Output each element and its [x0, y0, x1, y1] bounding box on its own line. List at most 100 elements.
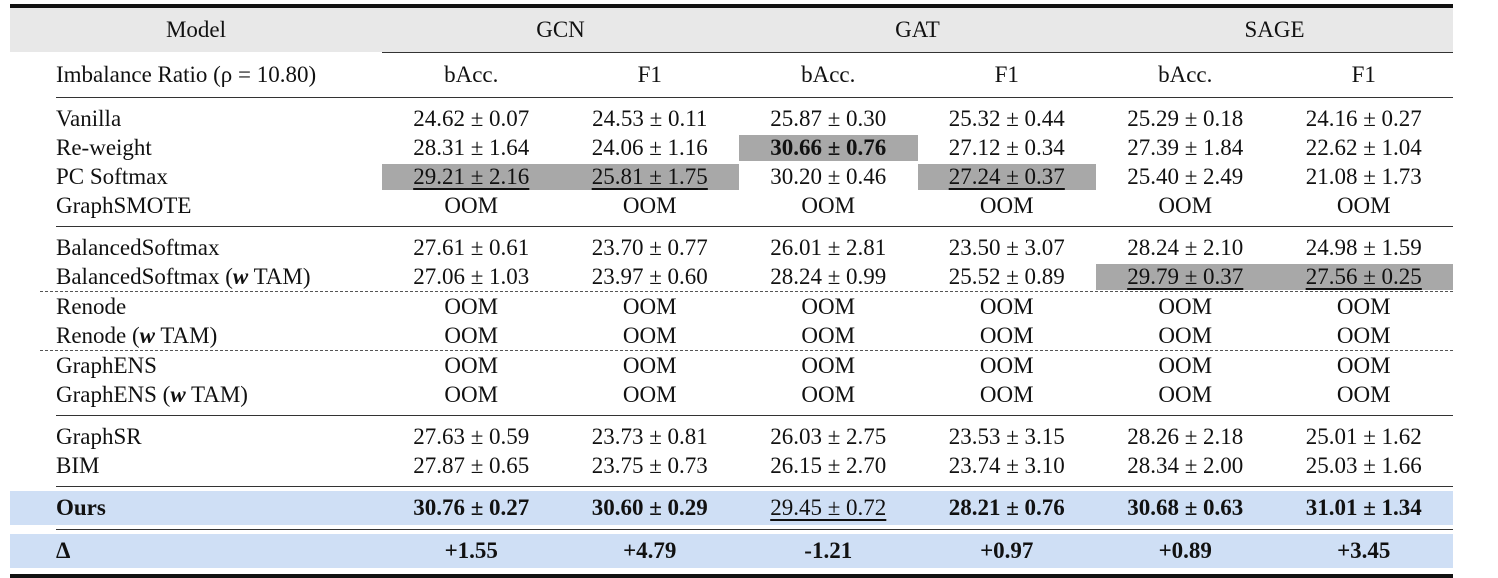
metric-header: bAcc.: [801, 62, 856, 87]
model-header: Model: [165, 17, 227, 42]
method-name: Vanilla: [56, 105, 122, 131]
metric-header: bAcc.: [444, 62, 499, 87]
table-row: GraphENS OOM OOM OOM OOM OOM OOM: [10, 351, 1453, 380]
value-cell: OOM: [801, 322, 856, 348]
value-cell: OOM: [979, 192, 1034, 218]
second-best-value-cell: 29.21 ± 2.16: [382, 163, 561, 190]
value-cell: OOM: [979, 322, 1034, 348]
metric-header: F1: [994, 62, 1019, 87]
delta-cell: +1.55: [444, 538, 498, 563]
dashed-rule: [40, 291, 1453, 292]
value-cell: 26.03 ± 2.75: [770, 423, 887, 449]
value-cell: 23.50 ± 3.07: [948, 234, 1065, 260]
ours-row: Ours 30.76 ± 0.27 30.60 ± 0.29 29.45 ± 0…: [10, 491, 1453, 525]
value-cell: OOM: [622, 293, 677, 319]
value-cell: 23.70 ± 0.77: [591, 234, 708, 260]
second-best-value-cell: 29.45 ± 0.72: [770, 495, 887, 520]
table-row: Vanilla 24.62 ± 0.07 24.53 ± 0.11 25.87 …: [10, 104, 1453, 133]
value-cell: OOM: [801, 293, 856, 319]
value-cell: OOM: [801, 352, 856, 378]
group-underlines: [10, 52, 1453, 53]
value-cell: OOM: [444, 381, 499, 407]
second-best-value-cell: 25.81 ± 1.75: [560, 163, 739, 190]
value-cell: 30.20 ± 0.46: [770, 163, 887, 189]
value-cell: 30.68 ± 0.63: [1127, 495, 1244, 520]
value-cell: OOM: [1336, 192, 1391, 218]
value-cell: 30.76 ± 0.27: [413, 495, 530, 520]
value-cell: 24.98 ± 1.59: [1305, 234, 1422, 260]
table-row: BalancedSoftmax 27.61 ± 0.61 23.70 ± 0.7…: [10, 233, 1453, 262]
value-cell: 21.08 ± 1.73: [1305, 163, 1422, 189]
table-row: Re-weight 28.31 ± 1.64 24.06 ± 1.16 30.6…: [10, 133, 1453, 162]
value-cell: 25.29 ± 0.18: [1127, 105, 1244, 131]
rule: [56, 415, 1453, 416]
method-name: Renode (w TAM): [56, 322, 218, 348]
results-table: Model GCN GAT SAGE Imbalance Ratio (ρ = …: [10, 4, 1453, 578]
dashed-rule: [40, 350, 1453, 351]
value-cell: OOM: [622, 192, 677, 218]
method-name: GraphSR: [56, 423, 142, 449]
delta-cell: +0.97: [980, 538, 1034, 563]
rule: [56, 97, 1453, 98]
value-cell: 25.40 ± 2.49: [1127, 163, 1244, 189]
best-value-cell: 30.66 ± 0.76: [739, 134, 918, 161]
value-cell: 28.26 ± 2.18: [1127, 423, 1244, 449]
rule: [56, 226, 1453, 227]
value-cell: 27.12 ± 0.34: [948, 134, 1065, 160]
value-cell: 25.52 ± 0.89: [948, 263, 1065, 289]
value-cell: 28.24 ± 0.99: [770, 263, 887, 289]
value-cell: 27.06 ± 1.03: [413, 263, 530, 289]
value-cell: 24.16 ± 0.27: [1305, 105, 1422, 131]
rule: [56, 486, 1453, 487]
rule: [56, 529, 1453, 530]
value-cell: OOM: [979, 293, 1034, 319]
value-cell: 24.06 ± 1.16: [591, 134, 708, 160]
value-cell: 28.21 ± 0.76: [948, 495, 1065, 520]
value-cell: OOM: [1158, 322, 1213, 348]
value-cell: 23.74 ± 3.10: [948, 452, 1065, 478]
value-cell: 28.24 ± 2.10: [1127, 234, 1244, 260]
value-cell: OOM: [1158, 192, 1213, 218]
value-cell: 31.01 ± 1.34: [1305, 495, 1422, 520]
value-cell: 26.15 ± 2.70: [770, 452, 887, 478]
value-cell: OOM: [622, 352, 677, 378]
second-best-value-cell: 27.24 ± 0.37: [917, 163, 1096, 190]
value-cell: OOM: [1158, 381, 1213, 407]
table-row: PC Softmax 29.21 ± 2.16 25.81 ± 1.75 30.…: [10, 162, 1453, 191]
value-cell: 25.01 ± 1.62: [1305, 423, 1422, 449]
value-cell: 24.62 ± 0.07: [413, 105, 530, 131]
value-cell: 23.73 ± 0.81: [591, 423, 708, 449]
imbalance-ratio-label: Imbalance Ratio (ρ = 10.80): [56, 62, 317, 87]
delta-cell: -1.21: [804, 538, 853, 563]
method-name: BIM: [56, 452, 100, 478]
metric-header: F1: [1351, 62, 1376, 87]
value-cell: OOM: [1158, 293, 1213, 319]
table-row: Renode (w TAM) OOM OOM OOM OOM OOM OOM: [10, 321, 1453, 350]
table-row: GraphSR 27.63 ± 0.59 23.73 ± 0.81 26.03 …: [10, 422, 1453, 451]
value-cell: OOM: [444, 293, 499, 319]
value-cell: 27.87 ± 0.65: [413, 452, 530, 478]
value-cell: OOM: [444, 322, 499, 348]
value-cell: OOM: [979, 381, 1034, 407]
method-name: GraphENS (w TAM): [56, 381, 248, 407]
header-row: Model GCN GAT SAGE: [10, 8, 1453, 52]
value-cell: 25.32 ± 0.44: [948, 105, 1065, 131]
bottom-rule: [10, 574, 1453, 578]
group-header-sage: SAGE: [1244, 17, 1305, 42]
group-header-gat: GAT: [895, 17, 940, 42]
value-cell: OOM: [1158, 352, 1213, 378]
value-cell: OOM: [622, 381, 677, 407]
value-cell: 27.39 ± 1.84: [1127, 134, 1244, 160]
delta-label: Δ: [56, 538, 71, 563]
value-cell: OOM: [1336, 293, 1391, 319]
table-row: GraphENS (w TAM) OOM OOM OOM OOM OOM OOM: [10, 380, 1453, 409]
value-cell: 30.60 ± 0.29: [591, 495, 708, 520]
method-name: GraphSMOTE: [56, 192, 192, 218]
table-row: BIM 27.87 ± 0.65 23.75 ± 0.73 26.15 ± 2.…: [10, 451, 1453, 480]
table-row: GraphSMOTE OOM OOM OOM OOM OOM OOM: [10, 191, 1453, 220]
second-best-value-cell: 27.56 ± 0.25: [1274, 263, 1453, 290]
metric-header-row: Imbalance Ratio (ρ = 10.80) bAcc. F1 bAc…: [10, 53, 1453, 97]
table-row: BalancedSoftmax (w TAM) 27.06 ± 1.03 23.…: [10, 262, 1453, 291]
value-cell: OOM: [622, 322, 677, 348]
value-cell: 24.53 ± 0.11: [592, 105, 708, 131]
